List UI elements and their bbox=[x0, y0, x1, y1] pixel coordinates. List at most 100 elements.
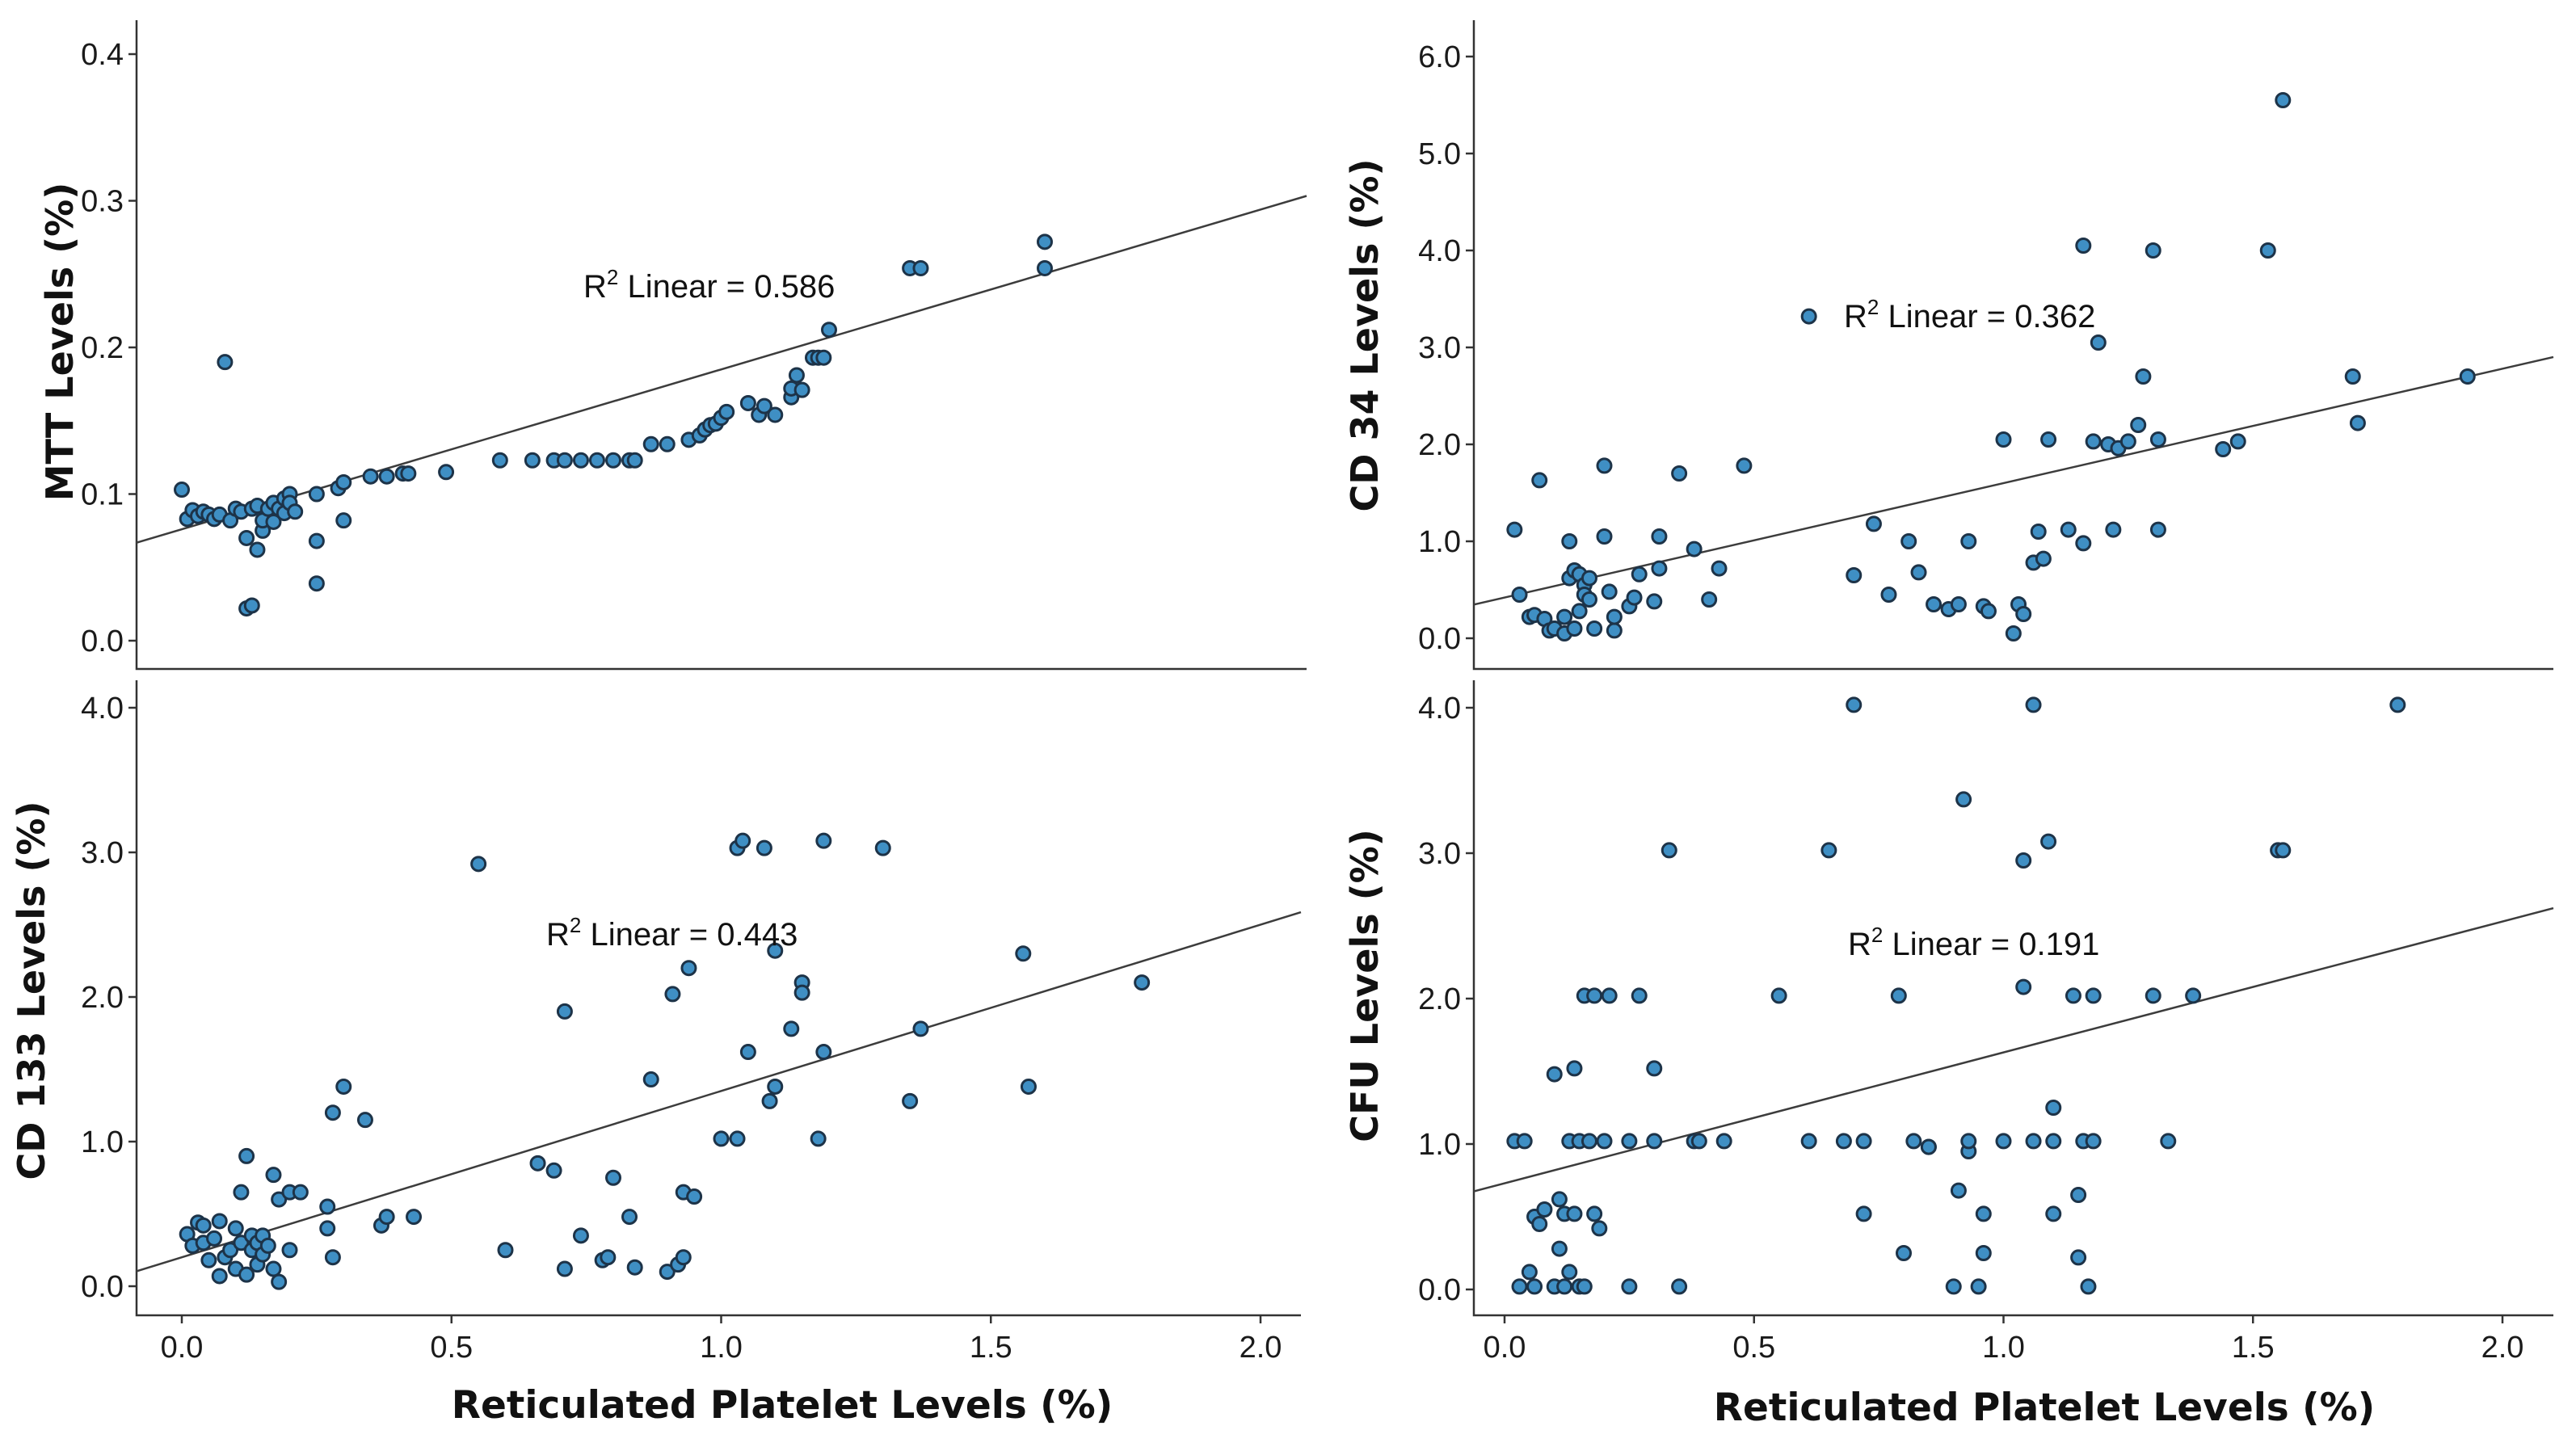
cd34-data-point bbox=[1926, 596, 1943, 612]
cfu-x-tick-label: 2.0 bbox=[2481, 1331, 2524, 1365]
cfu-data-point bbox=[1631, 987, 1648, 1004]
cfu-data-point bbox=[1661, 842, 1677, 859]
cfu-data-point bbox=[1646, 1133, 1663, 1150]
cfu-data-point bbox=[2070, 1187, 2087, 1203]
cfu-y-tick-label: 3.0 bbox=[1418, 837, 1461, 871]
cfu-data-point bbox=[2040, 833, 2057, 850]
cd34-data-point bbox=[2459, 368, 2476, 385]
cd34-data-point bbox=[2015, 606, 2032, 622]
cd133-data-point bbox=[292, 1184, 309, 1201]
cfu-y-axis-label: CFU Levels (%) bbox=[1343, 829, 1387, 1142]
mtt-data-point bbox=[556, 452, 573, 469]
mtt-data-point bbox=[287, 503, 304, 520]
cd133-data-point bbox=[793, 984, 810, 1001]
cd133-data-point bbox=[783, 1020, 800, 1037]
cd133-data-point bbox=[1020, 1078, 1037, 1095]
cd34-data-point bbox=[1995, 431, 2012, 448]
cfu-data-point bbox=[1516, 1133, 1533, 1150]
cd34-data-point bbox=[2090, 334, 2107, 351]
cd34-data-point bbox=[1846, 567, 1863, 583]
mtt-data-point bbox=[308, 486, 325, 503]
cfu-data-point bbox=[1975, 1205, 1992, 1222]
cd133-data-point bbox=[761, 1092, 778, 1109]
cd133-data-point bbox=[195, 1217, 212, 1234]
cd133-data-point bbox=[621, 1209, 638, 1226]
cfu-data-point bbox=[2085, 1133, 2102, 1150]
cfu-data-point bbox=[1960, 1133, 1977, 1150]
cd34-data-point bbox=[1736, 457, 1753, 474]
cd133-data-point bbox=[902, 1092, 919, 1109]
cd133-data-point bbox=[556, 1260, 573, 1277]
mtt-data-point bbox=[788, 367, 805, 384]
panel-cd34: 0.0 1.0 2.0 3.0 4.0 5.0 6.0 CD 34 Levels (%) R… bbox=[1343, 20, 2554, 671]
cd133-data-point bbox=[767, 1078, 784, 1095]
cfu-data-point bbox=[1596, 1133, 1613, 1150]
mtt-y-tick-label: 0.3 bbox=[81, 185, 124, 219]
cd133-data-point bbox=[324, 1104, 341, 1121]
cd34-data-point bbox=[2130, 417, 2147, 433]
cd34-data-point bbox=[1626, 589, 1643, 606]
cd34-data-point bbox=[2344, 368, 2361, 385]
cfu-data-point bbox=[2085, 987, 2102, 1004]
cfu-data-point bbox=[1546, 1066, 1563, 1083]
mtt-data-point bbox=[605, 452, 621, 469]
mtt-y-tick-label: 0.2 bbox=[81, 331, 124, 365]
cd34-data-point bbox=[1900, 533, 1917, 549]
cd34-data-point bbox=[1686, 541, 1703, 557]
cfu-data-point bbox=[1551, 1240, 1568, 1257]
cd34-data-point bbox=[1631, 566, 1648, 583]
cd133-data-point bbox=[912, 1020, 929, 1037]
mtt-data-point bbox=[821, 322, 837, 339]
cfu-data-point bbox=[1601, 987, 1618, 1004]
cd133-data-point bbox=[271, 1191, 288, 1208]
mtt-data-point bbox=[1037, 259, 1053, 276]
cd133-x-tick-label: 1.5 bbox=[970, 1331, 1012, 1365]
cd34-y-tick-label: 6.0 bbox=[1418, 40, 1461, 74]
cd34-data-point bbox=[2075, 238, 2092, 254]
cd133-data-point bbox=[497, 1242, 514, 1259]
mtt-y-tick-label: 0.4 bbox=[81, 38, 124, 72]
cd133-data-point bbox=[556, 1003, 573, 1020]
mtt-data-point bbox=[718, 403, 735, 420]
cd34-data-point bbox=[2060, 521, 2077, 538]
cd34-data-point bbox=[1651, 528, 1668, 545]
cfu-data-point bbox=[1890, 987, 1907, 1004]
cfu-data-point bbox=[2389, 696, 2406, 713]
cfu-y-tick-label: 4.0 bbox=[1418, 692, 1461, 726]
cd133-data-point bbox=[756, 839, 772, 856]
cd133-data-point bbox=[206, 1230, 223, 1247]
cfu-data-point bbox=[1950, 1182, 1967, 1199]
cd34-y-axis-label: CD 34 Levels (%) bbox=[1343, 159, 1387, 512]
cd133-data-point bbox=[211, 1213, 228, 1230]
cd34-data-point bbox=[1671, 465, 1688, 482]
cfu-data-point bbox=[1715, 1133, 1732, 1150]
cd34-data-point bbox=[2105, 521, 2122, 538]
mtt-data-point bbox=[308, 532, 325, 549]
cfu-y-tick-label: 0.0 bbox=[1418, 1273, 1461, 1307]
mtt-data-point bbox=[626, 452, 643, 469]
cfu-data-point bbox=[1526, 1278, 1543, 1295]
cd34-data-point bbox=[1910, 564, 1927, 581]
cd133-data-point bbox=[200, 1251, 217, 1268]
cfu-data-point bbox=[2160, 1133, 2177, 1150]
cd133-data-point bbox=[734, 832, 751, 849]
cd34-data-point bbox=[2135, 368, 2152, 385]
cd133-data-point bbox=[238, 1266, 255, 1283]
mtt-data-point bbox=[1037, 233, 1053, 250]
cd133-data-point bbox=[233, 1184, 250, 1201]
cd34-data-point bbox=[1950, 596, 1967, 612]
cd133-y-tick-label: 0.0 bbox=[81, 1270, 124, 1304]
mtt-data-point bbox=[756, 398, 772, 414]
cfu-data-point bbox=[1835, 1133, 1852, 1150]
cd133-x-axis-label: Reticulated Platelet Levels (%) bbox=[452, 1383, 1113, 1428]
mtt-data-point bbox=[438, 464, 455, 481]
cd133-data-point bbox=[545, 1162, 562, 1179]
cd133-data-point bbox=[659, 1264, 676, 1281]
cd34-y-tick-label: 2.0 bbox=[1418, 428, 1461, 462]
mtt-data-point bbox=[659, 435, 676, 452]
cd34-r2-annotation: R2 Linear = 0.362 bbox=[1844, 295, 2095, 334]
cd133-data-point bbox=[470, 856, 487, 873]
mtt-data-point bbox=[739, 394, 756, 411]
cfu-data-point bbox=[1566, 1205, 1583, 1222]
